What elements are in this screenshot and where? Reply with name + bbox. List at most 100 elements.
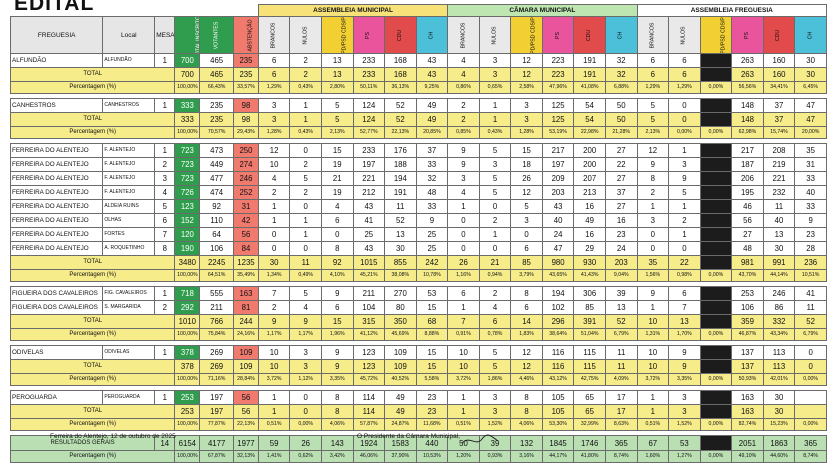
cm-value-cell: 52 <box>604 314 638 329</box>
af-value-cell: 113 <box>762 359 796 374</box>
af-value-cell: 195 <box>731 185 764 200</box>
cm-value-cell: 26 <box>510 171 543 186</box>
af-value-cell: 1,56% <box>636 269 670 282</box>
am-value-cell: 5 <box>289 171 322 186</box>
af-value-cell: 33 <box>794 199 827 214</box>
cm-value-cell: 0,43% <box>478 126 512 139</box>
af-value-cell: 1 <box>636 300 670 315</box>
cm-value-cell: 207 <box>573 171 606 186</box>
am-value-cell: 1 <box>257 213 291 228</box>
af-value-cell: 1 <box>668 227 701 242</box>
am-value-cell: 9 <box>257 314 291 329</box>
af-value-cell: 0,00% <box>668 126 701 139</box>
af-value-cell: 5 <box>636 98 670 113</box>
votantes-cell: 465 <box>199 67 235 82</box>
am-value-cell: 52 <box>384 213 417 228</box>
am-value-cell: 45,72% <box>352 373 386 386</box>
header-votantes: VOTANTES <box>199 16 235 54</box>
af-value-cell: 11 <box>762 199 796 214</box>
cm-header-ppd-text: PPD/PSD CDS/PP <box>530 16 537 54</box>
local-cell: CANHESTROS <box>102 98 156 113</box>
am-value-cell: 30 <box>384 241 417 256</box>
row-label: Percentagem (%) <box>9 328 176 341</box>
af-value-cell: 11 <box>794 300 827 315</box>
af-value-cell <box>699 286 733 301</box>
table-row: FIGUEIRA DOS CAVALEIROS S. MARGARIDA 2 292 2… <box>9 300 827 315</box>
cm-value-cell: 15 <box>510 143 543 158</box>
am-value-cell: 9 <box>320 359 354 374</box>
cm-value-cell: 50 <box>604 98 638 113</box>
am-value-cell: 25 <box>352 227 386 242</box>
af-value-cell <box>699 241 733 256</box>
votantes-cell: 555 <box>199 286 235 301</box>
votantes-cell: 211 <box>199 300 235 315</box>
inscritos-cell: 700 <box>174 53 201 68</box>
am-value-cell: 5 <box>320 112 354 127</box>
am-value-cell: 48 <box>415 185 449 200</box>
cm-value-cell: 12 <box>510 53 543 68</box>
freguesia-cell: FERREIRA DO ALENTEJO <box>9 199 104 214</box>
inscritos-cell: 292 <box>174 300 201 315</box>
row-gap <box>10 138 827 144</box>
mesa-cell: 1 <box>154 98 176 113</box>
cm-value-cell: 132 <box>510 435 543 451</box>
cm-value-cell: 200 <box>573 157 606 172</box>
am-value-cell: 23 <box>415 404 449 419</box>
cm-value-cell: 7 <box>447 314 480 329</box>
cm-value-cell: 116 <box>541 345 575 360</box>
am-header-brancos-text: BRANCOS <box>270 22 277 48</box>
cm-value-cell: 213 <box>573 185 606 200</box>
af-value-cell: 113 <box>762 345 796 360</box>
cm-value-cell: 2 <box>478 213 512 228</box>
am-value-cell: 197 <box>352 157 386 172</box>
inscritos-cell: 190 <box>174 241 201 256</box>
af-value-cell <box>699 199 733 214</box>
am-value-cell: 1,96% <box>320 328 354 341</box>
am-value-cell: 19 <box>320 157 354 172</box>
cm-value-cell: 0 <box>510 227 543 242</box>
am-value-cell: 1,17% <box>289 328 322 341</box>
cm-value-cell: 22,98% <box>573 126 606 139</box>
table-row: FERREIRA DO ALENTEJO F. ALENTEJO 3 723 477 24… <box>9 171 827 186</box>
table-row: TOTAL 253 197 56 1 0 8 114 49 23 1 3 8 105 65 17 1 3 163 30 <box>9 404 827 419</box>
local-cell: F. ALENTEJO <box>102 157 156 172</box>
cm-value-cell: 217 <box>541 143 575 158</box>
am-header-ch-text: CH <box>428 31 435 39</box>
am-value-cell: 114 <box>352 390 386 405</box>
af-value-cell: 263 <box>731 67 764 82</box>
abstencao-cell: 56 <box>233 227 259 242</box>
table-row: RESULTADOS GERAIS 14 6154 4177 1977 59 26 143 19… <box>9 435 827 451</box>
cm-value-cell: 1 <box>447 300 480 315</box>
af-value-cell: 1 <box>668 199 701 214</box>
af-value-cell: 0,00% <box>699 373 733 386</box>
mesa-cell: 1 <box>154 286 176 301</box>
inscritos-cell: 100,00% <box>174 81 201 94</box>
cm-value-cell: 391 <box>573 314 606 329</box>
votantes-cell: 92 <box>199 199 235 214</box>
cm-value-cell: 191 <box>573 67 606 82</box>
abstencao-cell: 42 <box>233 213 259 228</box>
inscritos-cell: 100,00% <box>174 126 201 139</box>
af-value-cell: 27 <box>731 227 764 242</box>
af-value-cell: 3,35% <box>668 373 701 386</box>
af-value-cell: 52 <box>794 314 827 329</box>
am-value-cell: 3,35% <box>320 373 354 386</box>
am-value-cell: 23 <box>415 390 449 405</box>
af-value-cell: 13 <box>762 227 796 242</box>
cm-value-cell: 4 <box>447 53 480 68</box>
mesa-cell: 1 <box>154 390 176 405</box>
af-value-cell: 232 <box>762 185 796 200</box>
am-value-cell: 0 <box>289 199 322 214</box>
am-value-cell: 10 <box>257 359 291 374</box>
af-value-cell: 2 <box>668 213 701 228</box>
votantes-cell: 2245 <box>199 255 235 270</box>
row-label: Percentagem (%) <box>9 450 176 463</box>
header-abstencao-text: ABSTENÇÃO <box>247 19 254 51</box>
am-value-cell: 3,42% <box>320 450 354 463</box>
af-value-cell: 47 <box>794 112 827 127</box>
am-value-cell: 0,00% <box>289 418 322 431</box>
local-cell: S. MARGARIDA <box>102 300 156 315</box>
af-value-cell: 8,74% <box>794 450 827 463</box>
am-value-cell: 3 <box>289 359 322 374</box>
local-cell: ALDEIA RUINS <box>102 199 156 214</box>
